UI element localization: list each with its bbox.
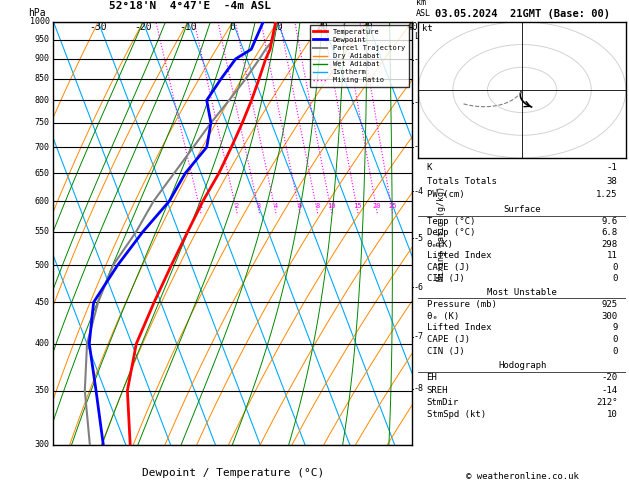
Text: 8: 8 [315, 203, 320, 209]
Text: K: K [426, 163, 432, 172]
Text: 500: 500 [35, 261, 50, 270]
Text: 700: 700 [35, 142, 50, 152]
Text: 6: 6 [298, 203, 302, 209]
Text: 0: 0 [612, 335, 618, 344]
Text: Temp (°C): Temp (°C) [426, 217, 475, 226]
Legend: Temperature, Dewpoint, Parcel Trajectory, Dry Adiabat, Wet Adiabat, Isotherm, Mi: Temperature, Dewpoint, Parcel Trajectory… [310, 25, 408, 87]
Text: 20: 20 [373, 203, 381, 209]
Text: 10: 10 [327, 203, 335, 209]
Text: θₑ (K): θₑ (K) [426, 312, 459, 321]
Text: 925: 925 [601, 300, 618, 309]
Text: 9: 9 [612, 323, 618, 332]
Text: 300: 300 [35, 440, 50, 449]
Text: 6.8: 6.8 [601, 228, 618, 237]
Text: -3: -3 [414, 142, 424, 151]
Text: Totals Totals: Totals Totals [426, 176, 496, 186]
Text: 20: 20 [316, 22, 328, 32]
Text: 15: 15 [353, 203, 362, 209]
Text: 10: 10 [272, 22, 284, 32]
Text: CIN (J): CIN (J) [426, 274, 464, 283]
Text: Dewpoint / Temperature (°C): Dewpoint / Temperature (°C) [142, 468, 324, 478]
Text: 300: 300 [601, 312, 618, 321]
Text: StmDir: StmDir [426, 398, 459, 407]
Text: 2: 2 [235, 203, 239, 209]
Text: Dewp (°C): Dewp (°C) [426, 228, 475, 237]
Text: 850: 850 [35, 74, 50, 84]
Text: -1: -1 [607, 163, 618, 172]
Text: © weatheronline.co.uk: © weatheronline.co.uk [465, 472, 579, 481]
Text: 550: 550 [35, 227, 50, 236]
Text: Surface: Surface [503, 206, 541, 214]
Text: -20: -20 [134, 22, 152, 32]
Text: -14: -14 [601, 385, 618, 395]
Text: 25: 25 [388, 203, 396, 209]
Text: 1000: 1000 [30, 17, 50, 26]
Text: Most Unstable: Most Unstable [487, 288, 557, 297]
Text: 11: 11 [607, 251, 618, 260]
Text: Mixing Ratio (g/kg): Mixing Ratio (g/kg) [437, 186, 446, 281]
Text: -6: -6 [414, 282, 424, 292]
Text: 9.6: 9.6 [601, 217, 618, 226]
Text: 800: 800 [35, 96, 50, 105]
Text: 400: 400 [35, 339, 50, 348]
Text: 298: 298 [601, 240, 618, 249]
Text: SREH: SREH [426, 385, 448, 395]
Text: PW (cm): PW (cm) [426, 191, 464, 199]
Text: -20: -20 [601, 373, 618, 382]
Text: 0: 0 [612, 274, 618, 283]
Text: CAPE (J): CAPE (J) [426, 335, 470, 344]
Text: kt: kt [422, 24, 433, 33]
Text: Lifted Index: Lifted Index [426, 251, 491, 260]
Text: 10: 10 [607, 410, 618, 419]
Text: -8: -8 [414, 384, 424, 393]
Text: 0: 0 [230, 22, 236, 32]
Text: EH: EH [426, 373, 437, 382]
Text: θₑ(K): θₑ(K) [426, 240, 454, 249]
Text: 900: 900 [35, 54, 50, 63]
Text: km
ASL: km ASL [416, 0, 431, 17]
Text: 30: 30 [361, 22, 373, 32]
Text: -7: -7 [414, 332, 424, 341]
Text: Pressure (mb): Pressure (mb) [426, 300, 496, 309]
Text: CIN (J): CIN (J) [426, 347, 464, 356]
Text: -4: -4 [414, 187, 424, 196]
Text: 4: 4 [274, 203, 277, 209]
Text: 0: 0 [612, 262, 618, 272]
Text: 3: 3 [257, 203, 261, 209]
Text: -2: -2 [414, 98, 424, 107]
Text: 650: 650 [35, 169, 50, 178]
Text: -1: -1 [414, 55, 424, 64]
Text: -10: -10 [179, 22, 197, 32]
Text: Lifted Index: Lifted Index [426, 323, 491, 332]
Text: -30: -30 [89, 22, 107, 32]
Text: 450: 450 [35, 298, 50, 307]
Text: 03.05.2024  21GMT (Base: 00): 03.05.2024 21GMT (Base: 00) [435, 9, 610, 19]
Text: Hodograph: Hodograph [498, 361, 546, 370]
Text: 600: 600 [35, 197, 50, 206]
Text: 750: 750 [35, 119, 50, 127]
Text: 1.25: 1.25 [596, 191, 618, 199]
Text: 212°: 212° [596, 398, 618, 407]
Text: StmSpd (kt): StmSpd (kt) [426, 410, 486, 419]
Text: 950: 950 [35, 35, 50, 44]
Text: 1: 1 [198, 203, 203, 209]
Text: 40: 40 [406, 22, 418, 32]
Text: 38: 38 [607, 176, 618, 186]
Text: -5: -5 [414, 234, 424, 243]
Text: 350: 350 [35, 386, 50, 395]
Text: 0: 0 [612, 347, 618, 356]
Text: 52°18'N  4°47'E  -4m ASL: 52°18'N 4°47'E -4m ASL [109, 1, 270, 11]
Text: hPa: hPa [28, 8, 46, 17]
Text: CAPE (J): CAPE (J) [426, 262, 470, 272]
Text: LCL: LCL [414, 33, 429, 41]
